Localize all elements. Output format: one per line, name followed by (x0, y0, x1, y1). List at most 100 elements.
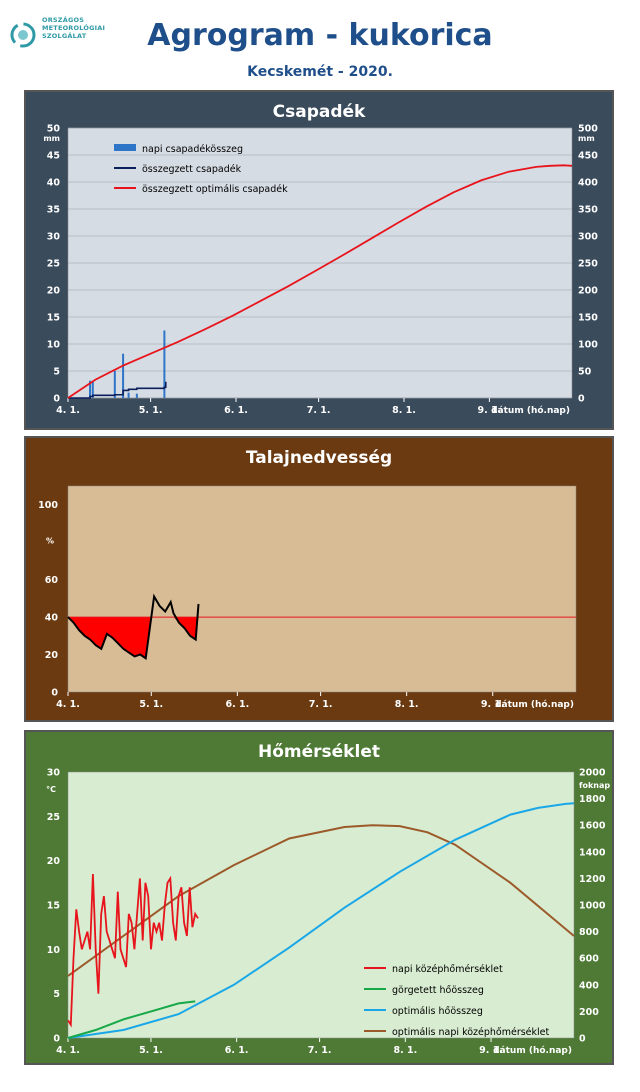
x-tick-label: 6. 1. (225, 699, 249, 710)
y-tick-label: 50 (47, 124, 61, 135)
soil-moisture-panel: Talajnedvesség 0 20 40 60 100% 4. 1. 5. 1. 6. 1.… (24, 436, 614, 722)
x-tick-label: 6. 1. (225, 1045, 249, 1056)
rolling-heat-sum-line (67, 1000, 196, 1039)
x-tick-label: 9. 1. (481, 699, 505, 710)
legend-label: összegzett optimális csapadék (142, 184, 288, 195)
logo-text: ORSZÁGOS METEOROLÓGIAI SZOLGÁLAT (42, 16, 105, 40)
optimal-daily-temp-line (67, 824, 575, 977)
y-axis-label-right: foknap (579, 781, 610, 790)
y-tick-label: 400 (579, 980, 599, 991)
temperature-chart: Hőmérséklet 0 5 10 15 20 25 30 0 200 400 600 800 1000… (26, 732, 612, 1063)
y-tick-label: 600 (579, 954, 599, 965)
y-tick-label: 60 (45, 575, 59, 586)
y-tick-label: 300 (578, 232, 598, 243)
x-tick-label: 9. 1. (479, 1045, 503, 1056)
y-tick-label: 500 (578, 124, 598, 135)
plot-area (67, 485, 577, 693)
y-tick-label: 20 (47, 856, 61, 867)
legend-label: napi középhőmérséklet (392, 964, 503, 975)
x-axis-label: dátum (hó.nap) (495, 699, 574, 710)
y-tick-label: 800 (579, 927, 599, 938)
y-tick-label: 100 (578, 340, 598, 351)
y-tick-label: 150 (578, 313, 598, 324)
x-tick-label: 4. 1. (56, 405, 80, 416)
logo: ORSZÁGOS METEOROLÓGIAI SZOLGÁLAT (8, 14, 118, 54)
y-tick-label: 0 (53, 394, 60, 405)
y-tick-label: 1800 (579, 794, 606, 805)
y-tick-label: 200 (578, 286, 598, 297)
logo-icon (10, 22, 36, 48)
y-tick-label: 45 (47, 151, 60, 162)
y-tick-label: 0 (51, 688, 58, 699)
y-tick-label: 100 (38, 500, 58, 511)
y-tick-label: 450 (578, 151, 598, 162)
logo-line-1: ORSZÁGOS (42, 16, 85, 24)
y-tick-label: 35 (47, 205, 60, 216)
temperature-panel: Hőmérséklet 0 5 10 15 20 25 30 0 200 400 600 800 1000… (24, 730, 614, 1065)
daily-precip-bar (135, 393, 138, 398)
x-axis-label: dátum (hó.nap) (493, 1045, 572, 1056)
y-tick-label: 25 (47, 259, 60, 270)
soil-moisture-line (67, 593, 200, 661)
daily-precip-bar (122, 353, 125, 398)
daily-precip-bar (163, 330, 166, 398)
page-title: Agrogram - kukorica (147, 18, 493, 53)
x-tick-label: 4. 1. (56, 699, 80, 710)
legend-label: optimális napi középhőmérséklet (392, 1027, 550, 1038)
x-tick-label: 8. 1. (392, 405, 416, 416)
x-tick-label: 8. 1. (395, 699, 419, 710)
x-tick-label: 5. 1. (139, 699, 163, 710)
daily-temp-line (67, 873, 199, 1028)
y-tick-label: 1200 (579, 874, 606, 885)
daily-precip-bar (91, 381, 94, 398)
y-tick-label: 40 (45, 613, 59, 624)
page-subtitle: Kecskemét - 2020. (247, 64, 393, 80)
cumulative-precip-line (68, 381, 167, 399)
y-tick-label: 2000 (579, 768, 606, 779)
logo-line-3: SZOLGÁLAT (42, 32, 87, 40)
y-axis-label-right: mm (578, 134, 595, 143)
legend-label: optimális hőösszeg (392, 1006, 483, 1017)
daily-precip-bar (89, 380, 92, 398)
y-tick-label: 200 (579, 1007, 599, 1018)
x-axis-label: dátum (hó.nap) (491, 405, 570, 416)
optimal-heat-sum-line (67, 802, 575, 1039)
y-tick-label: 5 (53, 989, 60, 1000)
y-tick-label: 15 (47, 313, 60, 324)
y-tick-label: 20 (47, 286, 61, 297)
x-tick-label: 4. 1. (56, 1045, 80, 1056)
y-tick-label: 25 (47, 812, 60, 823)
logo-line-2: METEOROLÓGIAI (42, 24, 106, 32)
y-tick-label: 0 (579, 1034, 586, 1045)
chart-title: Talajnedvesség (246, 448, 392, 468)
y-tick-label: 0 (53, 1034, 60, 1045)
y-tick-label: 10 (47, 945, 61, 956)
chart-title: Hőmérséklet (258, 742, 380, 762)
x-tick-label: 6. 1. (224, 405, 248, 416)
daily-precip-bar (113, 371, 116, 398)
y-tick-label: 30 (47, 768, 61, 779)
legend-label: görgetett hőösszeg (392, 985, 484, 996)
y-axis-label: % (46, 536, 54, 545)
y-tick-label: 0 (578, 394, 585, 405)
y-tick-label: 15 (47, 901, 60, 912)
y-tick-label: 10 (47, 340, 61, 351)
x-tick-label: 7. 1. (309, 699, 333, 710)
x-tick-label: 5. 1. (139, 1045, 163, 1056)
legend-label: napi csapadékösszeg (142, 144, 243, 155)
optimal-precip-line (67, 164, 573, 399)
y-tick-label: 400 (578, 178, 598, 189)
y-axis-label-left: °C (46, 785, 56, 794)
y-tick-label: 250 (578, 259, 598, 270)
y-tick-label: 40 (47, 178, 61, 189)
precipitation-panel: Csapadék 0 5 10 15 20 25 30 35 40 45 50 0 50 100 150 200… (24, 90, 614, 430)
y-tick-label: 350 (578, 205, 598, 216)
plot-area (67, 771, 575, 1039)
y-tick-label: 5 (53, 367, 60, 378)
x-tick-label: 7. 1. (307, 405, 331, 416)
x-tick-label: 8. 1. (393, 1045, 417, 1056)
x-tick-label: 9. 1. (478, 405, 502, 416)
legend-label: összegzett csapadék (142, 164, 242, 175)
precipitation-chart: Csapadék05101520253035404550050100150200… (26, 92, 612, 428)
y-tick-label: 20 (45, 650, 59, 661)
